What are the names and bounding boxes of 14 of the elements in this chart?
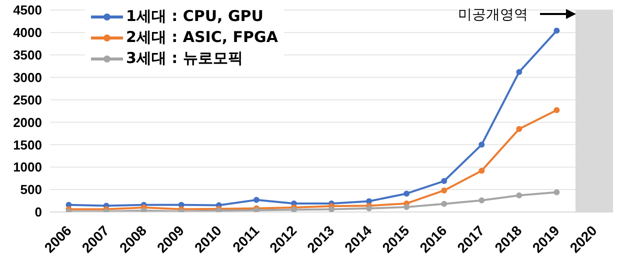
- y-tick-label: 500: [20, 182, 42, 198]
- y-tick-label: 1500: [13, 137, 42, 152]
- legend-label: 1세대 : CPU, GPU: [126, 7, 264, 26]
- y-tick-label: 0: [34, 204, 42, 220]
- y-tick-label: 3000: [13, 70, 42, 85]
- y-tick-label: 4000: [13, 25, 42, 40]
- y-tick-label: 4500: [13, 2, 42, 18]
- y-tick-label: 2000: [13, 114, 42, 130]
- annotation: 미공개영역: [458, 6, 528, 24]
- y-tick-label: 1000: [13, 160, 42, 175]
- y-tick-label: 3500: [13, 48, 42, 63]
- legend-label: 3세대 : 뉴로모픽: [126, 49, 243, 68]
- legend-label: 2세대 : ASIC, FPGA: [126, 28, 278, 47]
- y-tick-label: 2500: [13, 92, 42, 108]
